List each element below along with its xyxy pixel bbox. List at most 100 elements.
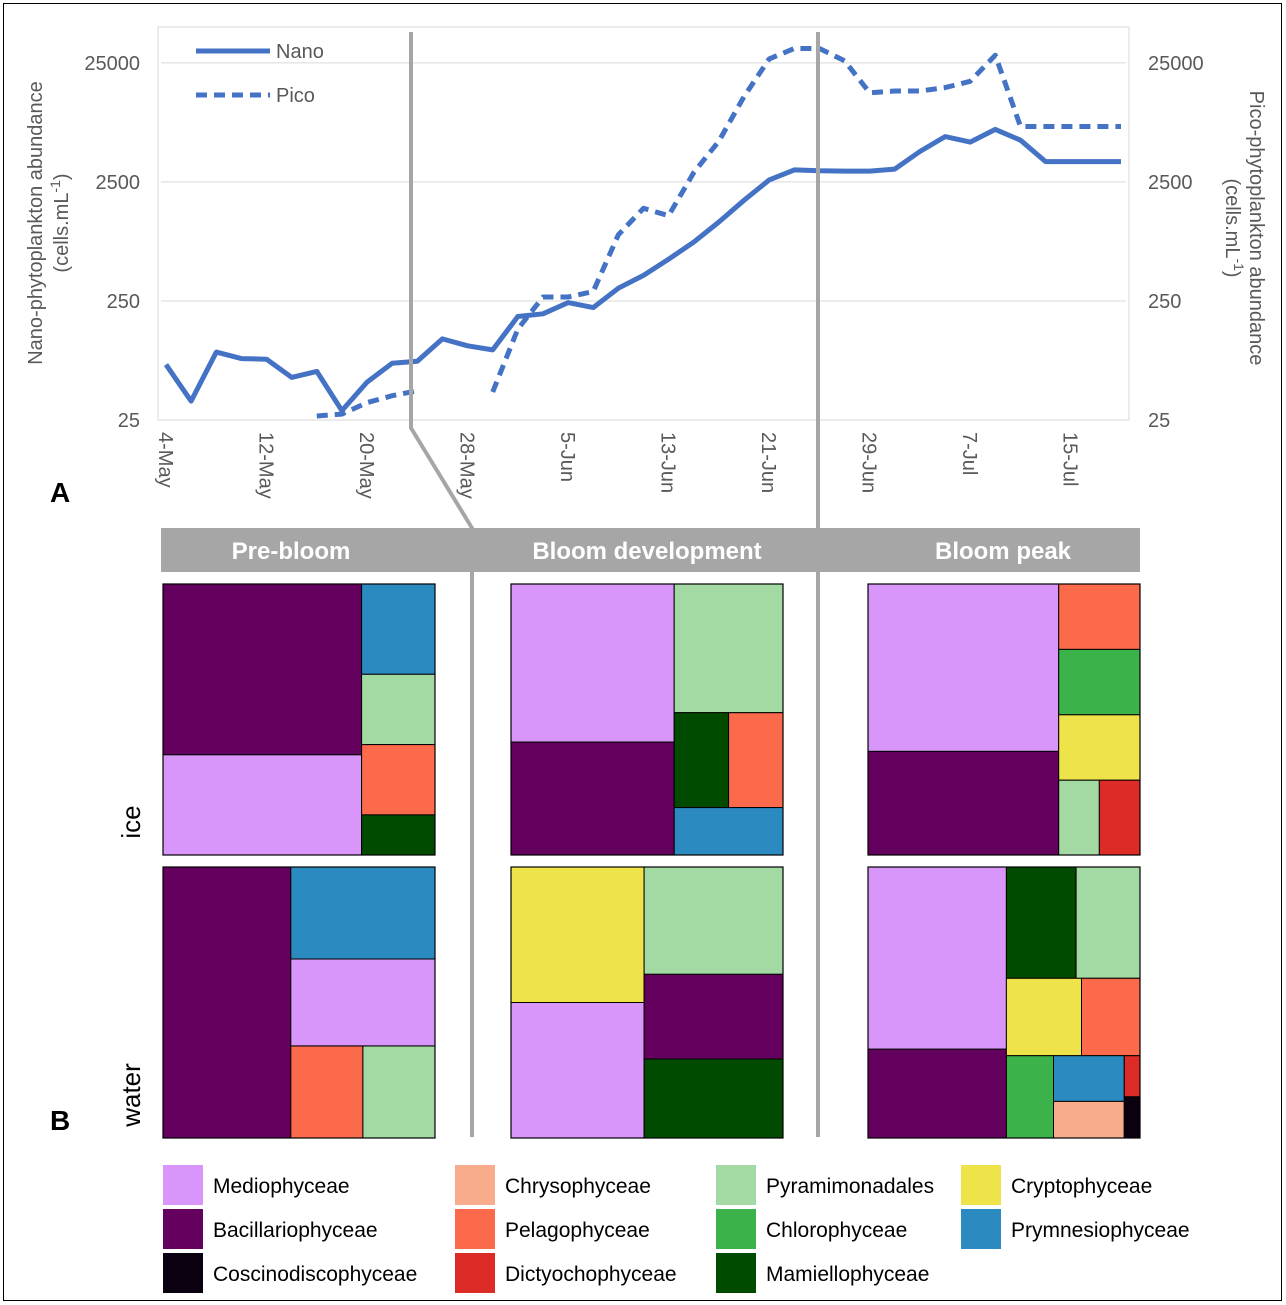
x-tick-label: 13-Jun — [657, 432, 679, 493]
y-ticks-left: 25 250 2500 25000 — [84, 53, 140, 432]
plot-area-frame — [157, 26, 1130, 421]
tile-prymnesiophyceae — [673, 807, 784, 856]
line-legend: Nano Pico — [196, 41, 324, 107]
legend-swatch-mamiellophyceae — [716, 1253, 756, 1293]
phase-divider-1 — [409, 32, 474, 1137]
y-axis-label-right: Pico-phytoplankton abundance — [1245, 91, 1267, 366]
tile-bacillariophyceae — [510, 741, 675, 856]
tile-pelagophyceae — [728, 712, 784, 809]
legend-swatch-mediophyceae — [163, 1165, 203, 1205]
y-tick-label-right: 2500 — [1148, 172, 1193, 194]
legend-label-bacillariophyceae: Bacillariophyceae — [213, 1219, 378, 1242]
y-axis-label-right-unit-base: (cells.mL — [1221, 178, 1243, 258]
y-tick-label-left: 2500 — [96, 172, 141, 194]
y-axis-label-left-unit: (cells.mL-1) — [47, 173, 73, 272]
x-tick-label: 29-Jun — [858, 432, 880, 493]
plot-area — [157, 26, 1130, 421]
tile-chlorophyceae — [1058, 648, 1141, 716]
legend-swatch-cryptophyceae — [961, 1165, 1001, 1205]
tile-mamiellophyceae — [361, 814, 436, 856]
tile-chlorophyceae — [1005, 1055, 1055, 1139]
tile-pyramimonadales — [643, 866, 784, 975]
tile-pelagophyceae — [1058, 583, 1141, 650]
legend-label-chlorophyceae: Chlorophyceae — [766, 1219, 907, 1242]
legend-swatch-chlorophyceae — [716, 1209, 756, 1249]
panel-label-b: B — [50, 1105, 70, 1136]
phase-header: Pre-bloom Bloom development Bloom peak — [161, 528, 1140, 572]
y-axis-label-left-line1: Nano-phytoplankton abundance — [25, 81, 47, 365]
legend-label-chrysophyceae: Chrysophyceae — [505, 1175, 651, 1198]
y-axis-label-right-unit-close: ) — [1221, 271, 1243, 278]
x-tick-label: 15-Jul — [1059, 432, 1081, 486]
tile-mediophyceae — [867, 583, 1060, 752]
series-line-nano — [163, 126, 1121, 414]
legend-swatch-prymnesiophyceae — [961, 1209, 1001, 1249]
x-tick-label: 12-May — [255, 432, 277, 499]
x-tick-label: 28-May — [456, 432, 478, 499]
tile-mamiellophyceae — [643, 1058, 784, 1139]
y-axis-label-right-unit-sup: -1 — [1231, 258, 1247, 271]
env-label-water: water — [116, 1063, 146, 1128]
tile-bacillariophyceae — [867, 1048, 1007, 1139]
phase-dividers — [409, 32, 820, 1137]
y-tick-label-left: 25000 — [84, 53, 140, 75]
tile-pyramimonadales — [1058, 779, 1100, 856]
tile-bacillariophyceae — [643, 973, 784, 1060]
legend-swatch-pelagophyceae — [455, 1209, 495, 1249]
tile-dictyochophyceae — [1123, 1055, 1141, 1098]
legend-label-pyramimonadales: Pyramimonadales — [766, 1175, 934, 1198]
legend-label-pico: Pico — [276, 85, 315, 107]
legend-swatch-coscinodiscophyceae — [163, 1253, 203, 1293]
tile-mediophyceae — [162, 754, 363, 856]
treemap-pre-ice — [162, 583, 436, 856]
tile-pyramimonadales — [361, 673, 436, 746]
legend-label-coscinodiscophyceae: Coscinodiscophyceae — [213, 1263, 417, 1286]
treemap-pre-water — [162, 866, 436, 1139]
series-line-pico — [490, 46, 1121, 393]
y-axis-label-left-unit-base: (cells.mL — [51, 193, 73, 273]
x-tick-label: 5-Jun — [556, 432, 578, 482]
treemap-border — [510, 866, 784, 1139]
tile-bacillariophyceae — [867, 750, 1060, 856]
legend-label-prymnesiophyceae: Prymnesiophyceae — [1011, 1219, 1190, 1242]
y-tick-label-left: 250 — [107, 291, 140, 313]
legend-swatch-bacillariophyceae — [163, 1209, 203, 1249]
treemap-dev-ice — [510, 583, 784, 856]
env-label-ice: ice — [116, 805, 146, 838]
x-ticks: 4-May 12-May 20-May 28-May 5-Jun 13-Jun 21-Jun… — [154, 432, 1081, 499]
treemap-border — [867, 583, 1141, 856]
tile-pyramimonadales — [673, 583, 784, 714]
tile-pyramimonadales — [1075, 866, 1141, 979]
x-tick-label: 20-May — [355, 432, 377, 499]
tile-mediophyceae — [510, 1002, 645, 1139]
series-lines — [163, 46, 1121, 419]
treemap-peak-water — [867, 866, 1141, 1139]
y-axis-label-left: Nano-phytoplankton abundance — [25, 81, 47, 365]
legend-label-dictyochophyceae: Dictyochophyceae — [505, 1263, 677, 1286]
phase-label-bloom-development: Bloom development — [532, 538, 761, 565]
panel-label-a: A — [50, 477, 70, 508]
phase-label-bloom-peak: Bloom peak — [935, 538, 1072, 565]
tile-mamiellophyceae — [1005, 866, 1077, 979]
tile-dictyochophyceae — [1098, 779, 1141, 856]
legend-label-pelagophyceae: Pelagophyceae — [505, 1219, 650, 1242]
tile-bacillariophyceae — [162, 583, 363, 756]
x-tick-label: 7-Jul — [958, 432, 980, 475]
tile-mediophyceae — [510, 583, 675, 743]
y-axis-label-left-unit-close: ) — [51, 173, 73, 180]
tile-chrysophyceae — [1053, 1100, 1125, 1139]
legend-label-nano: Nano — [276, 41, 324, 63]
tile-prymnesiophyceae — [361, 583, 436, 675]
tile-bacillariophyceae — [162, 866, 292, 1139]
y-tick-label-right: 25000 — [1148, 53, 1204, 75]
y-tick-label-right: 250 — [1148, 291, 1181, 313]
figure-frame — [3, 3, 1282, 1301]
gridlines — [161, 62, 1126, 302]
taxon-legend: Mediophyceae Chrysophyceae Pyramimonadales… — [163, 1165, 1190, 1293]
treemap-dev-water — [510, 866, 784, 1139]
legend-swatch-pyramimonadales — [716, 1165, 756, 1205]
y-axis-label-right-line1: Pico-phytoplankton abundance — [1245, 91, 1267, 366]
treemap-peak-ice — [867, 583, 1141, 856]
tile-mamiellophyceae — [673, 712, 730, 809]
